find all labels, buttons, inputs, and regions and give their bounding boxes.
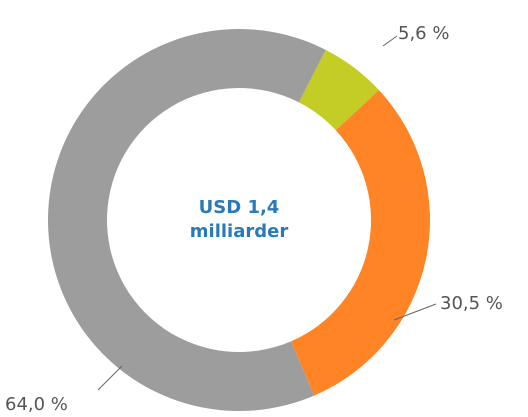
leader-line (382, 35, 398, 47)
center-text: USD 1,4 (199, 197, 280, 218)
leader-line (97, 365, 123, 391)
donut-segment (298, 49, 380, 131)
value-label: 64,0 % (5, 394, 68, 415)
value-label: 30,5 % (440, 293, 503, 314)
leader-line (393, 303, 437, 321)
donut-segment (48, 29, 326, 411)
donut-segment (290, 90, 431, 396)
center-text: milliarder (190, 221, 289, 242)
value-label: 5,6 % (398, 23, 449, 44)
